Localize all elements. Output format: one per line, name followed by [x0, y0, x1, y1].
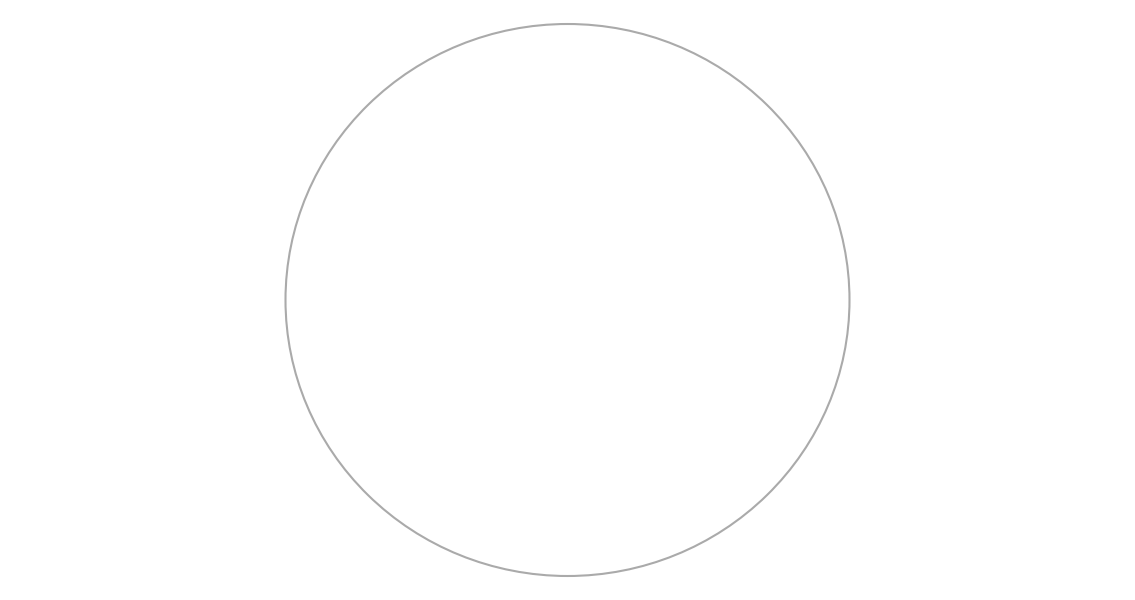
Ellipse shape — [286, 24, 849, 576]
